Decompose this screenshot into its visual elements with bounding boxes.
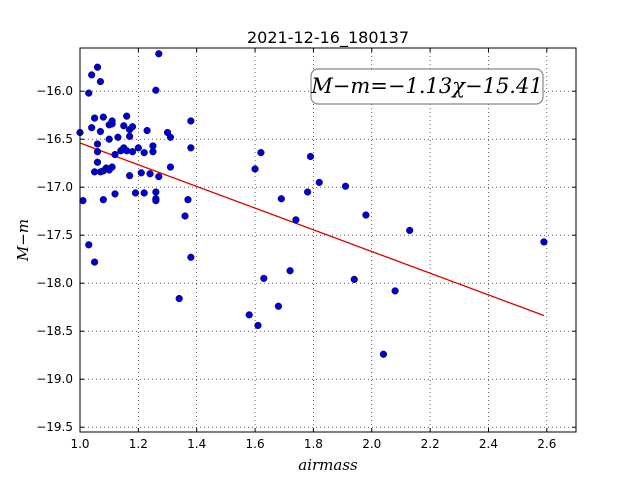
y-tick-label: −18.0 [36,276,73,290]
x-tick-label: 2.4 [479,437,498,451]
data-point [111,190,119,198]
fit-annotation: M−m=−1.13χ−15.41 [310,68,544,105]
data-point [85,89,93,97]
y-tick-label: −16.0 [36,84,73,98]
data-point [175,294,183,303]
data-point [379,350,388,358]
data-point [184,196,192,204]
data-point [131,189,140,197]
data-point [152,197,160,205]
y-axis-label: M−m [14,219,32,262]
x-tick-label: 1.2 [129,437,148,451]
data-point [155,173,163,181]
data-point [88,71,96,79]
x-axis-label: airmass [298,456,358,474]
data-point [406,226,414,235]
data-point [126,172,134,180]
data-point [254,321,262,330]
data-point [120,122,128,130]
data-point [251,165,259,173]
data-point [257,149,265,157]
data-point [140,149,148,157]
data-point [99,196,107,204]
data-point [260,274,268,283]
x-tick-label: 1.0 [70,437,89,451]
data-point [540,238,548,246]
data-point [79,197,87,205]
data-point [152,86,160,94]
data-point [108,120,116,128]
data-point [128,123,137,131]
data-point [85,241,93,249]
data-point [128,148,137,156]
plot-frame [79,47,577,433]
data-point [88,124,96,132]
data-point [303,188,312,196]
axis-ticks: 1.0 1.2 1.4 1.6 1.8 2.0 2.2 2.4 2.6 −16.0 −16.5 −17… [36,48,576,451]
data-point [93,140,102,148]
data-point [292,216,300,224]
data-point [187,253,195,261]
data-point [111,150,119,159]
data-point [90,258,99,266]
data-point [286,267,294,275]
data-point [108,163,116,171]
data-point [143,126,151,135]
data-point [245,311,253,319]
x-tick-label: 2.0 [362,437,381,451]
fit-annotation-text: M−m=−1.13χ−15.41 [310,74,542,98]
data-point [90,114,99,122]
data-point [306,152,315,161]
data-point [137,169,145,177]
data-point [126,132,134,140]
data-point [166,133,175,141]
data-point [187,144,195,152]
data-point [123,112,131,120]
data-point [114,133,122,141]
data-point [362,211,370,219]
chart-title: 2021-12-16_180137 [247,28,409,48]
data-point [155,50,163,58]
data-point [96,127,105,136]
y-tick-label: −19.5 [36,420,73,434]
x-tick-label: 2.2 [421,437,440,451]
x-tick-label: 1.8 [304,437,323,451]
data-point [140,189,148,197]
fit-line-group [79,142,545,317]
data-point [146,170,154,178]
data-point [99,113,107,121]
data-point [149,148,157,156]
y-tick-label: −17.5 [36,228,73,242]
x-tick-label: 1.6 [246,437,265,451]
x-tick-label: 2.6 [537,437,556,451]
data-point [274,302,283,310]
data-point [350,275,358,283]
data-point [187,117,195,125]
data-points [76,50,548,358]
fit-line [79,142,545,317]
data-point [181,212,189,220]
data-point [134,144,142,152]
data-point [96,77,105,86]
data-point [152,188,160,196]
data-point [93,63,102,71]
y-tick-label: −17.0 [36,180,73,194]
data-point [166,163,175,171]
y-tick-label: −18.5 [36,324,73,338]
data-point [93,158,102,166]
data-point [315,178,323,187]
data-point [277,195,285,203]
x-tick-label: 1.4 [187,437,206,451]
fit-annotation-box [310,68,544,105]
y-tick-label: −16.5 [36,132,73,146]
y-tick-label: −19.0 [36,372,73,386]
data-point [105,135,113,143]
data-point [391,287,399,295]
data-point [93,148,102,156]
data-point [341,182,350,190]
